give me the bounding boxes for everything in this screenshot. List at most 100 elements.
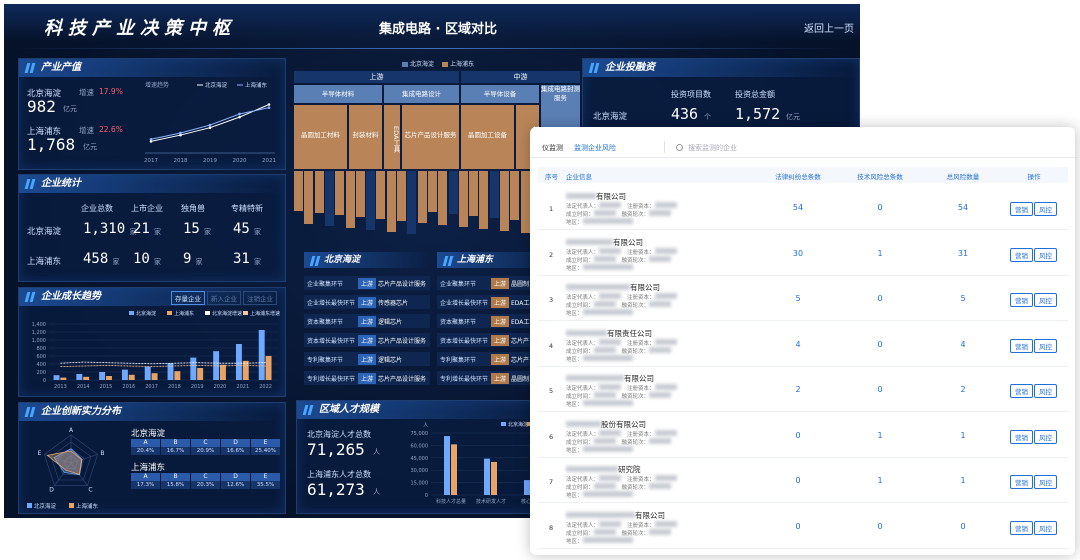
table-value: 16.6%: [221, 447, 250, 455]
risk-count: 1: [960, 430, 966, 440]
action-button[interactable]: 营销: [1010, 475, 1033, 489]
row-label: 企业增长最快环节: [307, 300, 356, 307]
action-button[interactable]: 营销: [1010, 429, 1033, 444]
talent-label: 北京海淀人才总数: [307, 430, 371, 439]
search-input[interactable]: 搜索监测的企业: [688, 144, 737, 152]
growth-value: 17.9%: [99, 87, 123, 96]
field-line: 地区：: [566, 400, 639, 408]
action-button[interactable]: 营销: [1010, 202, 1033, 216]
segment-cell: [407, 171, 417, 234]
chart: A B C D E 北京海淀 上海浦东: [27, 427, 104, 510]
legend-label: 上海浦东: [245, 81, 268, 89]
tab[interactable]: 新入企业: [207, 291, 241, 305]
talent-unit: 人: [373, 448, 380, 456]
tab[interactable]: 存量企业: [171, 291, 205, 305]
field-label: 融资轮次：: [621, 257, 650, 264]
field-label: 融资轮次：: [621, 303, 650, 309]
field-label: 成立时间：: [566, 485, 594, 491]
radar-grid: [44, 434, 98, 486]
action-button[interactable]: 营销: [1010, 384, 1033, 398]
risk-count: 0: [877, 294, 883, 303]
blurred-text: [654, 202, 677, 208]
header-subtitle: 集成电路 · 区域对比: [379, 22, 497, 37]
risk-count: 0: [877, 521, 883, 531]
field-line: 法定代表人： 注册资本：: [566, 247, 683, 256]
legend-label: 北京海淀: [508, 421, 528, 428]
table-value: 20.9%: [191, 447, 220, 455]
column-header: 投资总金额: [735, 90, 775, 99]
blurred-text: [582, 218, 633, 224]
header-bar: [4, 4, 860, 42]
radar-axis: [44, 454, 72, 464]
segment-name: 传感器芯片: [378, 300, 409, 307]
risk-count: 4: [795, 339, 801, 349]
action-button[interactable]: 营销: [1010, 293, 1033, 307]
tab[interactable]: 监测企业风险: [574, 143, 616, 158]
stat-unit: 家: [129, 228, 137, 236]
action-button[interactable]: 风控: [1034, 247, 1057, 262]
field-line: 成立时间： 融资轮次：: [566, 346, 677, 355]
panel-icon: [588, 63, 595, 73]
blurred-text: [654, 429, 677, 436]
radar-grid: [63, 455, 79, 469]
blurred-text: [566, 238, 613, 245]
field-line: 成立时间： 融资轮次：: [566, 437, 677, 446]
row-divider: [538, 365, 1068, 367]
action-button[interactable]: 风控: [1034, 293, 1057, 307]
action-button[interactable]: 风控: [1034, 429, 1057, 444]
tab[interactable]: 仪监测: [542, 144, 563, 152]
row-index: 2: [549, 250, 554, 259]
back-link[interactable]: 返回上一页: [804, 24, 854, 35]
panel-icon: [24, 179, 31, 189]
y-tick-label: 400: [36, 362, 46, 368]
stat-unit: 家: [112, 258, 120, 266]
field-label: 法定代表人：: [566, 431, 600, 438]
stat-value: 10: [133, 251, 150, 267]
region-label: 北京海淀: [27, 227, 62, 237]
action-button[interactable]: 风控: [1034, 475, 1057, 489]
axis-label: 人: [423, 422, 429, 429]
radar-area: [46, 450, 82, 476]
table-header-cell: B: [161, 473, 190, 481]
action-button[interactable]: 风控: [1034, 338, 1057, 353]
action-button[interactable]: 营销: [1010, 520, 1033, 535]
risk-count: 30: [792, 248, 804, 258]
group-cell: 半导体材料: [294, 85, 382, 103]
segment-cell: [500, 171, 509, 231]
column-header: 序号: [545, 173, 558, 181]
tab[interactable]: 注销企业: [243, 291, 277, 305]
bar: [76, 374, 83, 380]
panel-title: 企业成长趋势: [19, 288, 285, 306]
action-button[interactable]: 营销: [1010, 247, 1033, 262]
segment-cell: [324, 171, 334, 226]
stat-value: 21: [133, 221, 150, 237]
output-unit: 亿元: [83, 143, 97, 151]
company-name: 有限责任公司: [566, 328, 652, 339]
blurred-text: [566, 466, 618, 472]
stage-tag: 上游: [358, 373, 377, 384]
y-tick-label: 1,400: [32, 322, 46, 328]
legend-swatch: [442, 62, 448, 67]
stage-tag: 上游: [491, 354, 510, 365]
table-header-cell: A: [131, 473, 160, 481]
field-line: 成立时间： 融资轮次：: [566, 301, 677, 309]
legend-label: 北京海淀: [410, 61, 435, 68]
action-button[interactable]: 风控: [1034, 202, 1057, 216]
bar: [235, 344, 242, 380]
action-button[interactable]: 风控: [1034, 520, 1057, 535]
field-line: 法定代表人： 注册资本：: [566, 202, 683, 210]
invest-value: 436: [671, 105, 699, 123]
table-header-cell: C: [191, 473, 220, 481]
point: [149, 140, 153, 143]
child-cell: 晶圆加工材料: [294, 105, 347, 169]
action-button[interactable]: 风控: [1034, 384, 1057, 398]
point: [179, 131, 182, 135]
risk-count: 2: [795, 385, 801, 394]
x-tick-label: 2015: [100, 384, 113, 390]
blurred-text: [599, 338, 622, 345]
company-name: 有限公司: [566, 282, 660, 293]
segment-cell: [314, 171, 324, 213]
invest-unit: 亿元: [786, 113, 800, 121]
growth-label: 增速: [79, 126, 94, 135]
action-button[interactable]: 营销: [1010, 338, 1033, 353]
